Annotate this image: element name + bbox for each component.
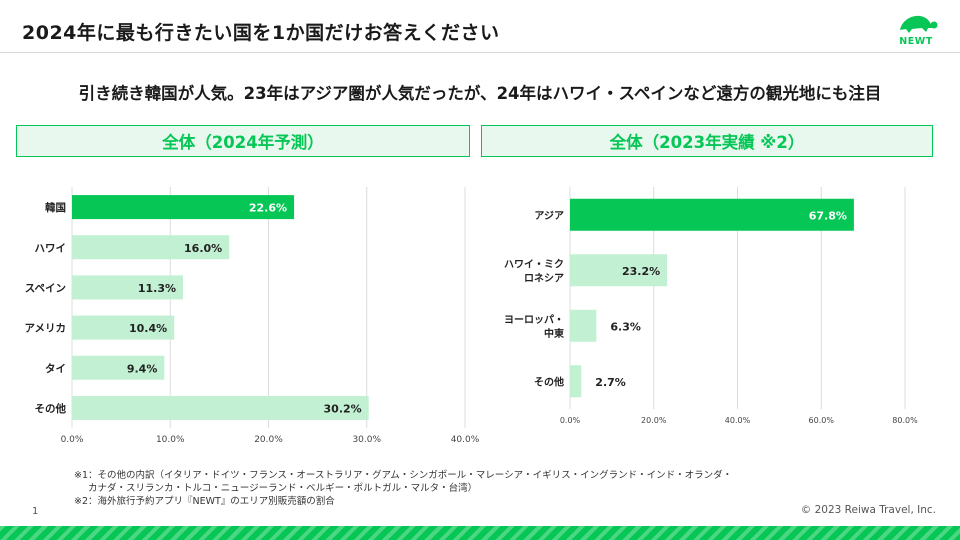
x-tick-label: 20.0% bbox=[254, 435, 283, 445]
bar bbox=[570, 254, 668, 287]
category-label: アジア bbox=[534, 210, 564, 222]
bottom-accent-bar bbox=[0, 526, 960, 540]
chart-header-2024: 全体（2024年予測） bbox=[16, 125, 470, 157]
category-label: その他 bbox=[534, 375, 564, 388]
category-label-line: その他 bbox=[534, 375, 564, 388]
category-label-line: ヨーロッパ・ bbox=[504, 314, 564, 326]
slide-subtitle: 引き続き韓国が人気。23年はアジア圏が人気だったが、24年はハワイ・スペインなど… bbox=[78, 84, 882, 103]
footnote-2: ※2：海外旅行予約アプリ『NEWT』のエリア別販売額の割合 bbox=[74, 496, 335, 507]
x-tick-label: 60.0% bbox=[809, 416, 835, 425]
value-label: 67.8% bbox=[809, 209, 847, 222]
newt-logo: NEWT bbox=[894, 12, 938, 48]
category-label: ハワイ bbox=[35, 242, 67, 254]
value-label: 10.4% bbox=[129, 322, 167, 335]
category-label-line: 中東 bbox=[544, 327, 564, 340]
category-label-line: ハワイ・ミク bbox=[504, 258, 564, 270]
value-label: 2.7% bbox=[595, 376, 626, 389]
category-label: スペイン bbox=[25, 282, 66, 294]
footnotes: ※1：その他の内訳（イタリア・ドイツ・フランス・オーストラリア・グアム・シンガポ… bbox=[74, 469, 732, 508]
x-tick-label: 0.0% bbox=[61, 435, 84, 445]
category-label-line: 韓国 bbox=[45, 201, 66, 214]
bar bbox=[72, 395, 369, 420]
bar bbox=[570, 309, 597, 342]
bar bbox=[72, 195, 295, 220]
category-label-line: ハワイ bbox=[35, 242, 67, 254]
value-label: 6.3% bbox=[610, 320, 641, 333]
x-tick-label: 20.0% bbox=[641, 416, 667, 425]
value-label: 30.2% bbox=[324, 402, 362, 415]
category-label-line: アメリカ bbox=[25, 323, 66, 335]
copyright: © 2023 Reiwa Travel, Inc. bbox=[800, 504, 936, 516]
category-label: ハワイ・ミクロネシア bbox=[504, 258, 564, 284]
category-label-line: タイ bbox=[45, 363, 66, 375]
logo-wordmark: NEWT bbox=[899, 36, 933, 47]
slide-title: 2024年に最も行きたい国を1か国だけお答えください bbox=[22, 22, 500, 44]
category-label-line: その他 bbox=[35, 402, 67, 415]
value-label: 9.4% bbox=[127, 362, 158, 375]
category-label: 韓国 bbox=[45, 201, 66, 214]
x-tick-label: 40.0% bbox=[725, 416, 751, 425]
category-label-line: スペイン bbox=[25, 282, 66, 294]
footnote-1-continued: カナダ・スリランカ・トルコ・ニュージーランド・ベルギー・ポルトガル・マルタ・台湾… bbox=[88, 483, 478, 494]
bar bbox=[72, 275, 184, 300]
bar-chart-2024: 0.0% 10.0% 20.0% 30.0% 40.0% 韓国 22.6% ハワイ 16.0% ス… bbox=[25, 187, 480, 445]
category-label-line: ロネシア bbox=[524, 272, 564, 284]
category-label: ヨーロッパ・中東 bbox=[504, 314, 564, 340]
value-label: 11.3% bbox=[138, 282, 176, 295]
turtle-logo-icon bbox=[900, 15, 938, 33]
category-label: アメリカ bbox=[25, 323, 66, 335]
bar bbox=[72, 235, 230, 260]
page-number: 1 bbox=[32, 506, 39, 517]
category-label: タイ bbox=[45, 363, 66, 375]
value-label: 23.2% bbox=[622, 265, 660, 278]
chart-header-2023: 全体（2023年実績 ※2） bbox=[481, 125, 933, 157]
x-tick-label: 0.0% bbox=[560, 416, 581, 425]
x-tick-label: 10.0% bbox=[156, 435, 185, 445]
bar-chart-2023: 0.0% 20.0% 40.0% 60.0% 80.0% アジア 67.8% ハワイ・ミクロネ… bbox=[504, 187, 918, 425]
bar bbox=[570, 365, 582, 398]
bar bbox=[570, 198, 854, 231]
x-tick-label: 30.0% bbox=[352, 435, 381, 445]
x-tick-label: 80.0% bbox=[892, 416, 918, 425]
x-tick-label: 40.0% bbox=[451, 435, 480, 445]
category-label-line: アジア bbox=[534, 210, 564, 222]
footnote-1: ※1：その他の内訳（イタリア・ドイツ・フランス・オーストラリア・グアム・シンガポ… bbox=[74, 470, 733, 481]
bar bbox=[72, 355, 165, 380]
value-label: 16.0% bbox=[184, 242, 222, 255]
title-divider bbox=[0, 52, 960, 53]
value-label: 22.6% bbox=[249, 202, 287, 215]
category-label: その他 bbox=[35, 402, 67, 415]
bar bbox=[72, 315, 175, 340]
